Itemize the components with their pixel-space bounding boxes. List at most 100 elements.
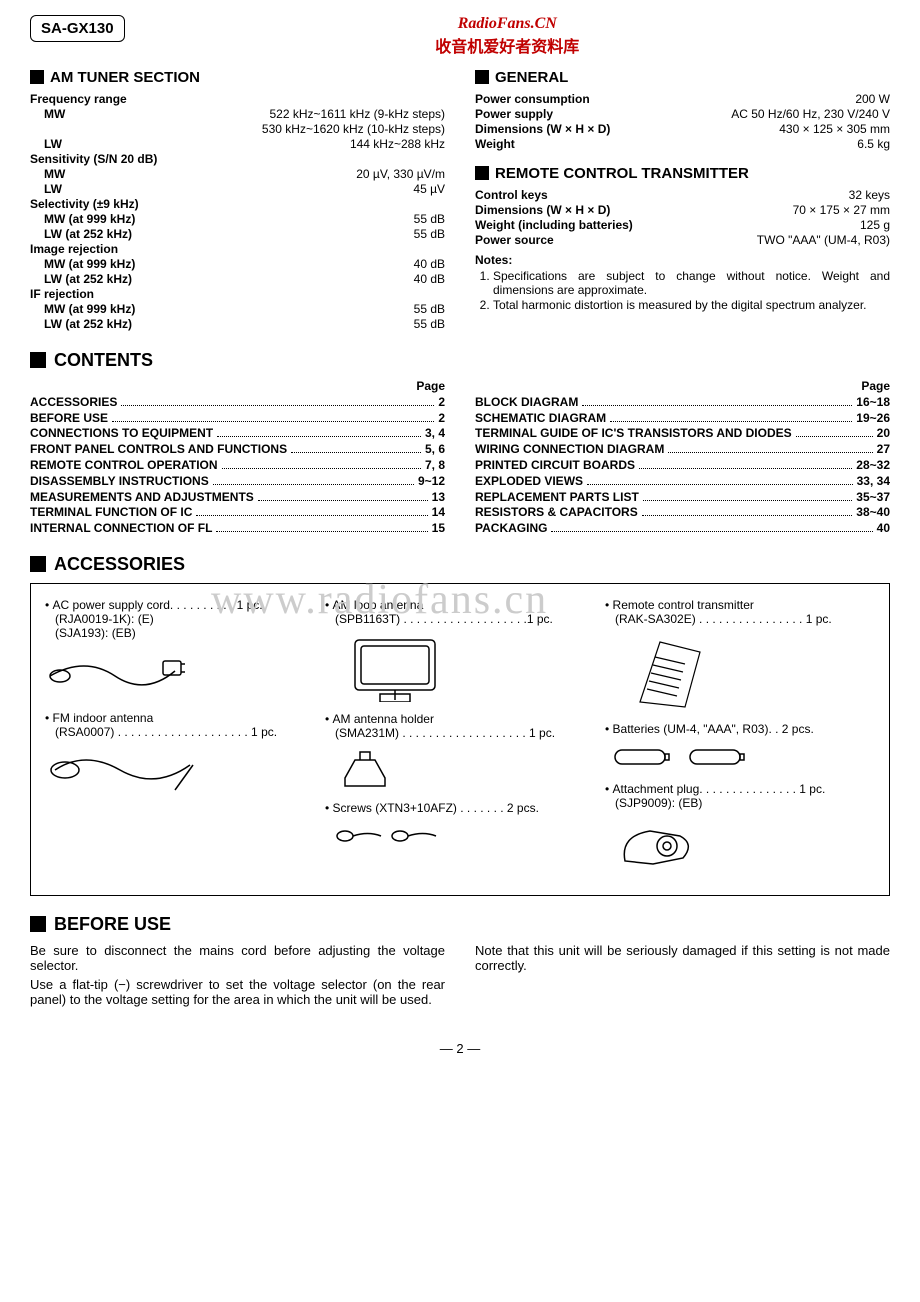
spec-group-label: Image rejection bbox=[30, 242, 118, 256]
accessory-sub: (RJA0019-1K): (E) bbox=[45, 612, 315, 626]
accessories-box: www.radiofans.cn AC power supply cord. .… bbox=[30, 583, 890, 896]
spec-sub: MW (at 999 kHz) bbox=[30, 212, 135, 226]
spec-row: LW (at 252 kHz)40 dB bbox=[30, 272, 445, 286]
spec-row: MW (at 999 kHz)40 dB bbox=[30, 257, 445, 271]
toc-page: 20 bbox=[877, 426, 890, 440]
spec-value: 20 µV, 330 µV/m bbox=[356, 167, 445, 181]
toc-label: TERMINAL GUIDE OF IC'S TRANSISTORS AND D… bbox=[475, 426, 792, 440]
accessory-label: FM indoor antenna bbox=[45, 711, 153, 725]
header-center: RadioFans.CN 收音机爱好者资料库 bbox=[125, 15, 890, 57]
spec-row: 530 kHz~1620 kHz (10-kHz steps) bbox=[30, 122, 445, 136]
spec-row: Power supplyAC 50 Hz/60 Hz, 230 V/240 V bbox=[475, 107, 890, 121]
spec-row: MW20 µV, 330 µV/m bbox=[30, 167, 445, 181]
spec-row: Weight (including batteries)125 g bbox=[475, 218, 890, 232]
notes-list: Specifications are subject to change wit… bbox=[475, 269, 890, 312]
screws-icon bbox=[325, 821, 595, 851]
accessory-label: AM loop antenna bbox=[325, 598, 423, 612]
spec-value: 125 g bbox=[860, 218, 890, 232]
spec-value: 6.5 kg bbox=[857, 137, 890, 151]
site-name: RadioFans.CN bbox=[125, 15, 890, 33]
spec-value: 530 kHz~1620 kHz (10-kHz steps) bbox=[262, 122, 445, 136]
toc-row: REPLACEMENT PARTS LIST35~37 bbox=[475, 489, 890, 504]
spec-sub: LW (at 252 kHz) bbox=[30, 272, 132, 286]
accessory-label: Attachment plug. . . . . . . . . . . . .… bbox=[605, 782, 825, 796]
spec-sub bbox=[30, 122, 44, 136]
spec-sub: MW (at 999 kHz) bbox=[30, 257, 135, 271]
toc-label: MEASUREMENTS AND ADJUSTMENTS bbox=[30, 490, 254, 504]
toc-label: TERMINAL FUNCTION OF IC bbox=[30, 505, 192, 519]
toc-label: RESISTORS & CAPACITORS bbox=[475, 505, 638, 519]
toc-page: 3, 4 bbox=[425, 426, 445, 440]
toc-page: 7, 8 bbox=[425, 458, 445, 472]
toc-label: PACKAGING bbox=[475, 521, 547, 535]
toc-row: FRONT PANEL CONTROLS AND FUNCTIONS5, 6 bbox=[30, 441, 445, 456]
fmant-icon bbox=[45, 745, 315, 800]
toc-label: ACCESSORIES bbox=[30, 395, 117, 409]
accessory-column: AM loop antenna(SPB1163T) . . . . . . . … bbox=[325, 594, 595, 881]
loop-icon bbox=[325, 632, 595, 702]
toc-label: REPLACEMENT PARTS LIST bbox=[475, 490, 639, 504]
general-title: GENERAL bbox=[475, 69, 890, 86]
toc-label: CONNECTIONS TO EQUIPMENT bbox=[30, 426, 213, 440]
spec-label: Power source bbox=[475, 233, 554, 247]
toc-label: EXPLODED VIEWS bbox=[475, 474, 583, 488]
accessory-label: Remote control transmitter bbox=[605, 598, 754, 612]
toc-label: REMOTE CONTROL OPERATION bbox=[30, 458, 218, 472]
holder-icon bbox=[325, 746, 595, 791]
spec-sub: LW (at 252 kHz) bbox=[30, 317, 132, 331]
spec-group-label: IF rejection bbox=[30, 287, 94, 301]
spec-row: MW (at 999 kHz)55 dB bbox=[30, 212, 445, 226]
spec-row: Control keys32 keys bbox=[475, 188, 890, 202]
spec-value: 55 dB bbox=[414, 227, 445, 241]
am-tuner-title: AM TUNER SECTION bbox=[30, 69, 445, 86]
accessory-label: AC power supply cord. . . . . . . . . . … bbox=[45, 598, 263, 612]
toc-page: 40 bbox=[877, 521, 890, 535]
toc-row: RESISTORS & CAPACITORS38~40 bbox=[475, 505, 890, 520]
spec-row: MW (at 999 kHz)55 dB bbox=[30, 302, 445, 316]
spec-label: Weight bbox=[475, 137, 515, 151]
page-header-right: Page bbox=[475, 379, 890, 393]
spec-row: Power consumption200 W bbox=[475, 92, 890, 106]
toc-row: INTERNAL CONNECTION OF FL15 bbox=[30, 520, 445, 535]
model-box: SA-GX130 bbox=[30, 15, 125, 42]
toc-row: ACCESSORIES 2 bbox=[30, 394, 445, 409]
toc-row: BLOCK DIAGRAM16~18 bbox=[475, 394, 890, 409]
accessory-item: FM indoor antenna(RSA0007) . . . . . . .… bbox=[45, 711, 315, 800]
spec-value: 32 keys bbox=[849, 188, 890, 202]
page-header-left: Page bbox=[30, 379, 445, 393]
toc-label: SCHEMATIC DIAGRAM bbox=[475, 411, 606, 425]
accessory-sub: (RAK-SA302E) . . . . . . . . . . . . . .… bbox=[605, 612, 875, 626]
spec-row: LW (at 252 kHz)55 dB bbox=[30, 227, 445, 241]
toc-row: MEASUREMENTS AND ADJUSTMENTS13 bbox=[30, 489, 445, 504]
note-item: Total harmonic distortion is measured by… bbox=[493, 298, 890, 312]
spec-group-label: Selectivity (±9 kHz) bbox=[30, 197, 139, 211]
spec-row: Dimensions (W × H × D)70 × 175 × 27 mm bbox=[475, 203, 890, 217]
accessory-item: Batteries (UM-4, "AAA", R03). . 2 pcs. bbox=[605, 722, 875, 772]
notes-label: Notes: bbox=[475, 253, 890, 267]
spec-row: LW (at 252 kHz)55 dB bbox=[30, 317, 445, 331]
spec-group-label: Frequency range bbox=[30, 92, 127, 106]
toc-row: SCHEMATIC DIAGRAM19~26 bbox=[475, 410, 890, 425]
cord-icon bbox=[45, 646, 315, 701]
spec-label: Dimensions (W × H × D) bbox=[475, 122, 610, 136]
spec-value: 522 kHz~1611 kHz (9-kHz steps) bbox=[269, 107, 445, 121]
accessory-item: Screws (XTN3+10AFZ) . . . . . . . 2 pcs. bbox=[325, 801, 595, 851]
accessory-column: AC power supply cord. . . . . . . . . . … bbox=[45, 594, 315, 881]
toc-page: 9~12 bbox=[418, 474, 445, 488]
toc-page: 2 bbox=[438, 395, 445, 409]
toc-row: EXPLODED VIEWS33, 34 bbox=[475, 473, 890, 488]
plug-icon bbox=[605, 816, 875, 871]
toc-row: TERMINAL FUNCTION OF IC14 bbox=[30, 505, 445, 520]
spec-row: LW144 kHz~288 kHz bbox=[30, 137, 445, 151]
spec-value: TWO "AAA" (UM-4, R03) bbox=[757, 233, 890, 247]
spec-row: Dimensions (W × H × D)430 × 125 × 305 mm bbox=[475, 122, 890, 136]
spec-value: 144 kHz~288 kHz bbox=[350, 137, 445, 151]
right-specs: GENERAL Power consumption200 WPower supp… bbox=[475, 57, 890, 332]
paragraph: Note that this unit will be seriously da… bbox=[475, 943, 890, 973]
spec-row: Weight 6.5 kg bbox=[475, 137, 890, 151]
batt-icon bbox=[605, 742, 875, 772]
toc-label: WIRING CONNECTION DIAGRAM bbox=[475, 442, 664, 456]
spec-value: AC 50 Hz/60 Hz, 230 V/240 V bbox=[731, 107, 890, 121]
toc-label: PRINTED CIRCUIT BOARDS bbox=[475, 458, 635, 472]
accessory-sub: (SPB1163T) . . . . . . . . . . . . . . .… bbox=[325, 612, 595, 626]
